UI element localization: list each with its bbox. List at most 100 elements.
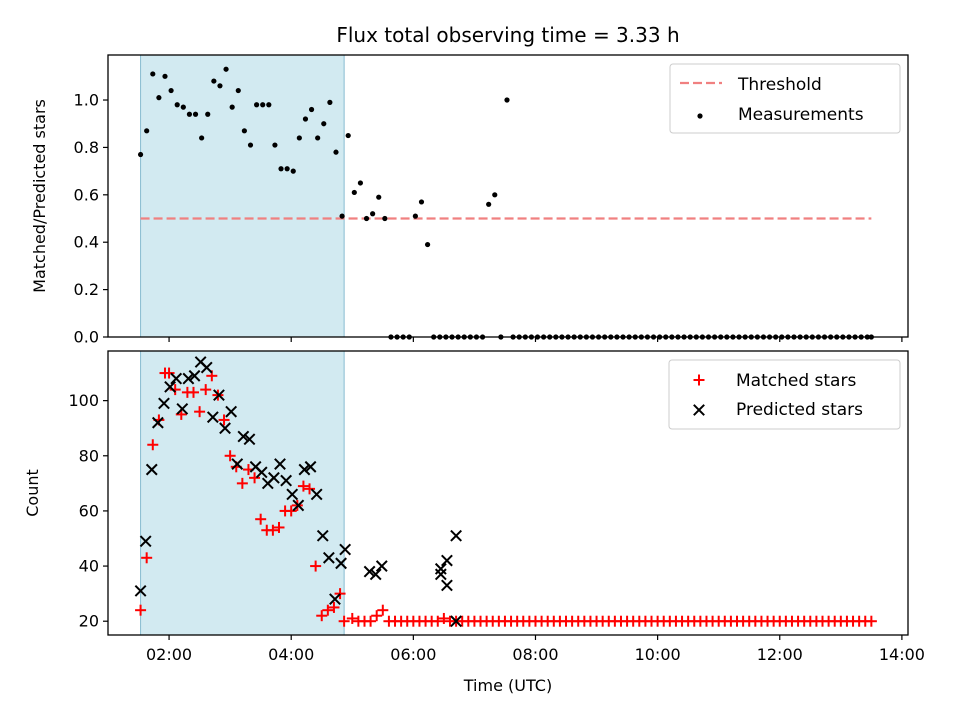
legend-measurements-swatch (697, 113, 703, 119)
predicted-star-point (267, 471, 280, 484)
matched-star-point (377, 604, 389, 616)
matched-star-point (194, 406, 206, 418)
measurement-point (229, 104, 235, 110)
measurement-point (205, 111, 211, 117)
matched-star-point (346, 612, 358, 624)
predicted-star-point (206, 411, 219, 424)
matched-star-point (255, 513, 267, 525)
measurement-point (186, 111, 193, 117)
measurement-point (351, 189, 357, 196)
y-tick-label: 40 (79, 557, 99, 576)
y-tick-label: 80 (79, 446, 99, 465)
measurement-point (302, 116, 309, 122)
measurement-point (308, 106, 315, 113)
predicted-star-point (164, 380, 176, 393)
y-tick-label: 0.4 (74, 233, 99, 252)
measurement-point (339, 213, 345, 219)
x-tick-label: 10:00 (635, 645, 681, 664)
matched-star-point (224, 450, 236, 462)
measurement-point (382, 215, 388, 222)
measurement-point (376, 194, 382, 200)
time-x-axis: 02:00 04:00 06:00 08:00 10:00 12:00 14:00 (146, 635, 925, 664)
matched-star-point (371, 610, 383, 622)
measurement-point (363, 215, 370, 222)
predicted-star-point (363, 565, 376, 578)
measurement-point (180, 104, 186, 110)
predicted-star-point (450, 615, 462, 628)
predicted-star-point (441, 579, 453, 592)
measurement-point (486, 201, 492, 207)
matched-star-point (135, 604, 147, 616)
predicted-star-point (316, 529, 329, 542)
observing-window-shade (140, 350, 345, 636)
y-tick-label: 1.0 (74, 91, 99, 110)
y-tick-label: 0.2 (74, 280, 99, 299)
count-legend: Matched stars Predicted stars (668, 359, 901, 430)
measurement-point (150, 71, 156, 77)
predicted-star-point (145, 463, 158, 476)
y-tick-label: 0.6 (74, 185, 99, 204)
predicted-star-point (274, 458, 286, 470)
predicted-star-point (310, 488, 323, 501)
y-tick-label: 0.0 (74, 328, 99, 347)
predicted-star-point (322, 551, 335, 564)
predicted-star-point (339, 543, 352, 556)
measurement-point (284, 166, 290, 172)
x-tick-label: 06:00 (390, 645, 436, 664)
measurement-point (278, 166, 284, 172)
measurement-point (241, 128, 247, 134)
legend-matched-swatch (693, 374, 705, 386)
predicted-star-point (219, 422, 231, 435)
count-legend-box (668, 359, 901, 430)
matched-star-point (322, 604, 334, 616)
legend-predicted-swatch (693, 404, 705, 416)
measurement-point (162, 73, 168, 79)
count-panel-frame (107, 350, 909, 636)
predicted-star-point (158, 397, 170, 410)
y-tick-label: 20 (79, 612, 99, 631)
predicted-star-point (213, 389, 225, 402)
matched-star-point (236, 477, 248, 489)
measurement-point (345, 132, 351, 139)
y-tick-label: 60 (79, 501, 99, 520)
measurement-point (247, 142, 254, 148)
measurement-point (290, 168, 296, 174)
x-tick-label: 08:00 (512, 645, 558, 664)
count-panel: 20 40 60 80 100 02:00 04:00 06:00 08:00 10:00 12:… (23, 350, 925, 695)
matched-star-point (310, 560, 322, 572)
legend-threshold-label: Threshold (737, 75, 822, 95)
legend-matched-marker (693, 374, 705, 386)
measurement-point (217, 83, 223, 89)
matched-star-point (865, 615, 877, 627)
matched-star-point (338, 615, 350, 627)
predicted-star-point (329, 593, 341, 606)
matched-star-point (141, 552, 153, 564)
ratio-x-axis-ticks (168, 337, 903, 342)
measurement-point (223, 66, 229, 72)
matched-star-point (218, 414, 230, 426)
legend-matched-label: Matched stars (736, 371, 856, 391)
measurement-point (168, 87, 174, 94)
ratio-panel-frame (107, 54, 909, 338)
measurement-point (144, 128, 150, 134)
matched-star-point (304, 483, 316, 495)
matched-star-point (316, 610, 328, 622)
time-x-axis-label: Time (UTC) (463, 676, 552, 695)
predicted-star-point (188, 369, 201, 382)
y-tick-label: 0.8 (74, 138, 99, 157)
predicted-star-point (286, 488, 299, 501)
matched-stars-points (135, 367, 877, 627)
measurement-point (327, 99, 333, 105)
matched-star-point (249, 472, 261, 484)
measurement-point (156, 95, 162, 101)
predicted-star-point (225, 405, 238, 418)
legend-predicted-marker (693, 404, 705, 416)
measurement-point (266, 102, 272, 108)
predicted-star-point (450, 529, 462, 542)
measurement-point (235, 87, 241, 94)
measurement-point (192, 111, 199, 117)
legend-predicted-label: Predicted stars (736, 400, 863, 420)
predicted-stars-points (134, 356, 462, 628)
measurement-point (211, 78, 217, 84)
